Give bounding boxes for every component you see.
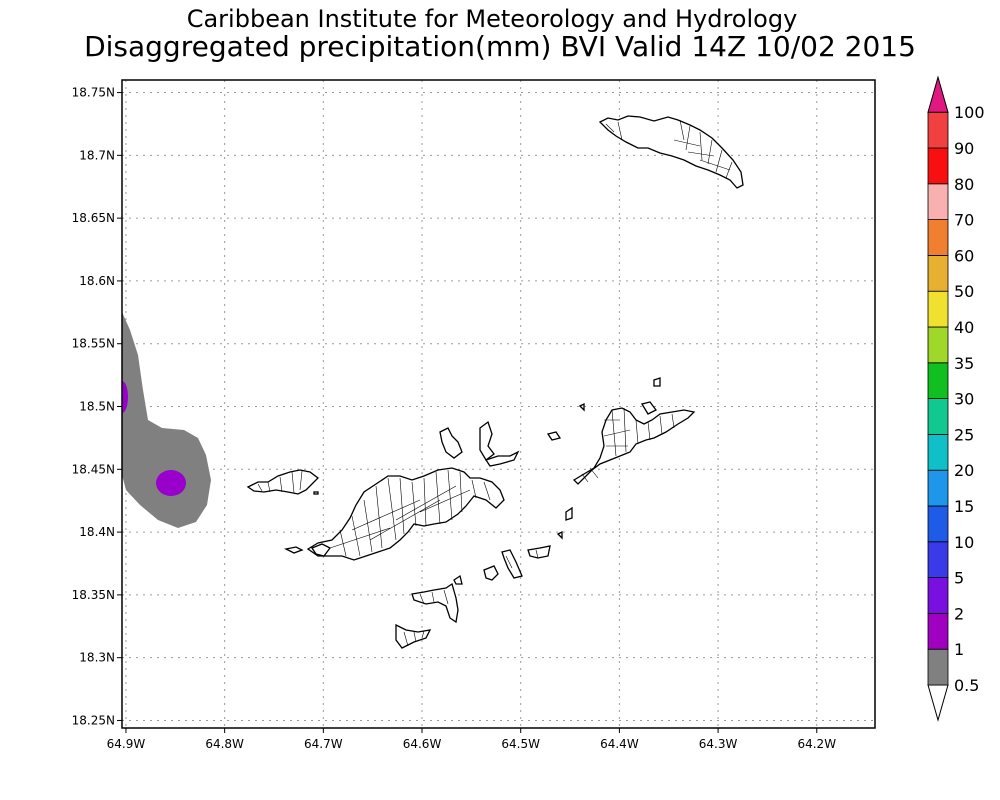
colorbar-label: 25 [954,425,974,444]
colorbar-label: 5 [954,569,964,588]
island-mosquito [640,401,657,415]
island-ginger [527,545,551,559]
island-guana [439,427,463,459]
south-island-parcels [403,549,539,647]
colorbar-label: 100 [954,103,985,122]
colorbar-bin [927,505,949,543]
island-belmont-west [284,546,304,554]
jost-van-dyke-parcels [257,470,303,494]
island-beef-cay [578,402,585,412]
colorbar-top-arrow [927,75,949,113]
x-tick-label: 64.5W [501,737,540,751]
island-scrub [484,450,520,467]
island-virgin-gorda [572,407,696,485]
x-tick-label: 64.3W [699,737,738,751]
x-tick-label: 64.7W [304,737,343,751]
y-tick-label: 18.55N [72,337,115,351]
island-frenchmans-cay [311,543,331,557]
island-anegada [598,115,744,189]
virgin-gorda-parcels [581,407,675,483]
colorbar-bin [927,219,949,256]
colorbar-bin [927,648,949,686]
map-axes: 64.9W 64.8W 64.7W 64.6W 64.5W 64.4W 64.3W 64.2W… [72,86,837,751]
colorbar-bottom-arrow [927,684,949,722]
colorbar-bin [927,362,949,399]
colorbar-label: 50 [954,282,974,301]
y-tick-label: 18.35N [72,588,115,602]
precip-area-1mm [122,312,211,528]
colorbar-label: 90 [954,139,974,158]
island-dead-chest [453,574,463,585]
colorbar-label: 80 [954,175,974,194]
x-tick-label: 64.8W [205,737,244,751]
map-gridlines [122,80,875,728]
colorbar-bin [927,183,949,221]
y-tick-label: 18.45N [72,462,115,476]
x-tick-label: 64.6W [403,737,442,751]
y-tick-label: 18.75N [72,86,115,100]
colorbar-label: 70 [954,211,974,230]
map-title: Disaggregated precipitation(mm) BVI Vali… [84,30,916,63]
island-salt [483,565,499,581]
y-tick-label: 18.7N [79,148,115,162]
colorbar-bin [927,398,949,435]
y-tick-label: 18.6N [79,274,115,288]
map-frame [121,79,876,729]
tortola-parcels [329,469,491,557]
precip-area-2mm-east [156,470,186,496]
y-tick-label: 18.3N [79,651,115,665]
island-fallen-jerusalem [565,506,573,521]
colorbar-bin [927,541,949,578]
precip-area-2mm-west [122,381,128,413]
islands [246,115,744,649]
colorbar-bin [927,577,949,614]
y-tick-label: 18.25N [72,713,115,727]
island-norman [395,623,432,649]
y-tick-label: 18.5N [79,400,115,414]
colorbar-label: 20 [954,461,974,480]
institute-title: Caribbean Institute for Meteorology and … [187,5,798,33]
colorbar-label: 15 [954,497,974,516]
colorbar-bin [927,613,949,650]
colorbar-bin [927,326,949,364]
island-jost-van-dyke [246,469,319,495]
colorbar-label: 30 [954,390,974,409]
colorbar-label: 0.5 [954,676,979,695]
island-eustatia [653,377,661,387]
anegada-parcels [605,119,733,179]
colorbar-bin [927,147,949,185]
colorbar-bin [927,111,949,149]
colorbar-label: 1 [954,640,964,659]
colorbar-bin [927,433,949,471]
island-small-jvd [313,491,319,495]
y-tick-label: 18.4N [79,525,115,539]
colorbar-bin [927,290,949,328]
map-plot-area: 64.9W 64.8W 64.7W 64.6W 64.5W 64.4W 64.3W 64.2W… [72,79,876,751]
y-tick-label: 18.65N [72,211,115,225]
island-marina-cay [546,431,562,441]
island-peter [411,582,459,624]
colorbar-label: 35 [954,354,974,373]
colorbar-bin [927,469,949,507]
island-round-rock [556,530,563,540]
colorbar-label: 60 [954,246,974,265]
colorbar-label: 2 [954,604,964,623]
island-great-camanoe [479,420,495,461]
colorbar-bin [927,254,949,292]
island-cooper [501,549,523,579]
colorbar-label: 10 [954,533,974,552]
x-tick-label: 64.4W [600,737,639,751]
colorbar-label: 40 [954,318,974,337]
x-tick-label: 64.2W [797,737,836,751]
precipitation-shading [122,312,211,528]
x-tick-label: 64.9W [107,737,146,751]
